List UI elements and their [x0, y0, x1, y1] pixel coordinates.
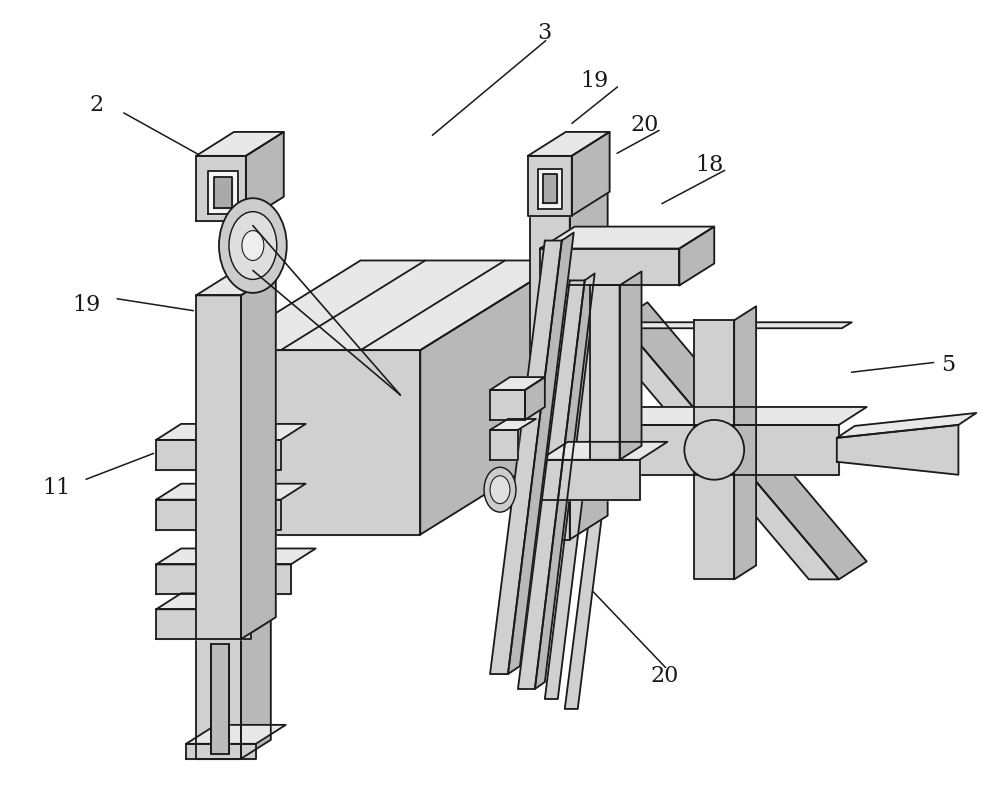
Text: 3: 3: [538, 22, 552, 44]
Polygon shape: [837, 425, 958, 475]
Polygon shape: [540, 442, 667, 460]
Polygon shape: [211, 644, 229, 754]
Polygon shape: [420, 260, 565, 534]
Polygon shape: [590, 407, 867, 425]
Polygon shape: [196, 156, 246, 220]
Polygon shape: [241, 273, 276, 639]
Polygon shape: [543, 174, 557, 203]
Polygon shape: [535, 273, 595, 689]
Polygon shape: [530, 215, 570, 540]
Polygon shape: [620, 272, 642, 460]
Polygon shape: [528, 156, 572, 215]
Polygon shape: [241, 620, 271, 759]
Polygon shape: [490, 377, 545, 390]
Polygon shape: [156, 440, 281, 469]
Polygon shape: [518, 280, 585, 689]
Polygon shape: [590, 425, 839, 475]
Polygon shape: [156, 565, 291, 594]
Polygon shape: [590, 285, 620, 460]
Polygon shape: [208, 171, 238, 214]
Polygon shape: [590, 320, 839, 579]
Polygon shape: [156, 424, 306, 440]
Text: 20: 20: [630, 114, 659, 136]
Polygon shape: [196, 132, 284, 156]
Ellipse shape: [490, 476, 510, 504]
Text: 2: 2: [89, 95, 103, 116]
Polygon shape: [572, 132, 610, 215]
Polygon shape: [156, 549, 316, 565]
Ellipse shape: [242, 231, 264, 260]
Text: 11: 11: [42, 477, 71, 499]
Polygon shape: [530, 191, 608, 215]
Polygon shape: [156, 594, 276, 610]
Polygon shape: [525, 377, 545, 420]
Polygon shape: [186, 725, 286, 744]
Polygon shape: [156, 484, 306, 500]
Polygon shape: [490, 240, 562, 674]
Polygon shape: [156, 610, 251, 639]
Ellipse shape: [484, 467, 516, 512]
Polygon shape: [196, 273, 276, 296]
Polygon shape: [540, 248, 679, 285]
Polygon shape: [545, 296, 608, 699]
Polygon shape: [216, 350, 420, 534]
Polygon shape: [734, 306, 756, 579]
Polygon shape: [490, 390, 525, 420]
Polygon shape: [196, 639, 241, 759]
Polygon shape: [540, 460, 640, 500]
Polygon shape: [620, 302, 867, 579]
Polygon shape: [565, 310, 628, 709]
Polygon shape: [528, 132, 610, 156]
Polygon shape: [186, 744, 256, 759]
Circle shape: [684, 420, 744, 480]
Polygon shape: [837, 413, 976, 438]
Text: 19: 19: [72, 294, 101, 316]
Polygon shape: [538, 169, 562, 209]
Polygon shape: [595, 322, 852, 328]
Polygon shape: [679, 227, 714, 285]
Text: 18: 18: [695, 154, 723, 176]
Polygon shape: [156, 500, 281, 529]
Polygon shape: [508, 232, 574, 674]
Polygon shape: [540, 227, 714, 248]
Text: 5: 5: [941, 353, 956, 376]
Polygon shape: [490, 430, 518, 460]
Polygon shape: [216, 260, 565, 350]
Polygon shape: [196, 296, 241, 639]
Ellipse shape: [229, 211, 277, 280]
Polygon shape: [246, 132, 284, 220]
Text: 19: 19: [581, 70, 609, 92]
Ellipse shape: [219, 198, 287, 293]
Polygon shape: [214, 177, 232, 207]
Polygon shape: [694, 320, 734, 579]
Polygon shape: [490, 419, 536, 430]
Polygon shape: [570, 191, 608, 540]
Text: 20: 20: [650, 665, 679, 687]
